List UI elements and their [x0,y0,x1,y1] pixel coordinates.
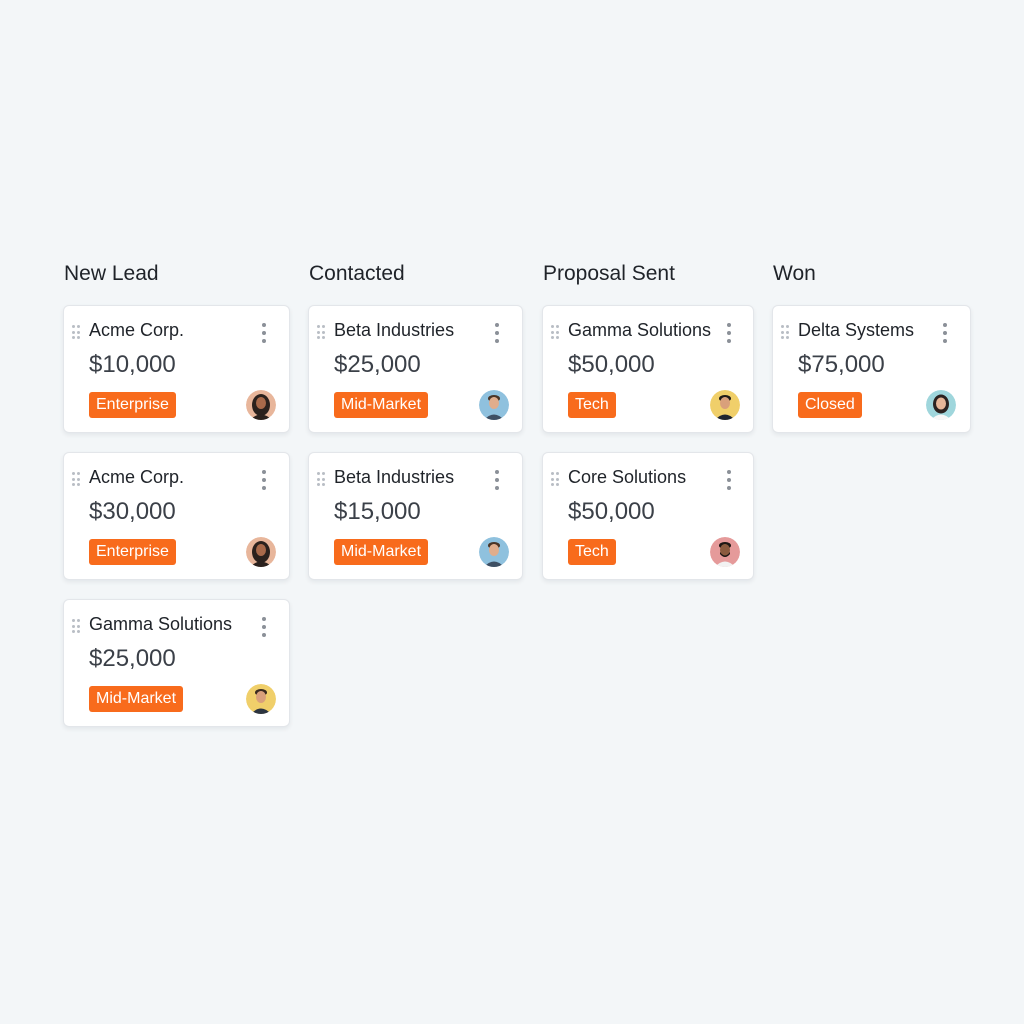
segment-tag: Mid-Market [334,539,429,565]
drag-handle-icon[interactable] [72,472,80,486]
deal-amount: $50,000 [568,351,655,378]
column-title: Won [773,262,816,285]
company-name: Beta Industries [334,320,455,340]
deal-card[interactable]: Gamma Solutions $25,000 Mid-Market [63,599,290,727]
man-beard-avatar-icon[interactable] [710,537,740,567]
segment-tag: Closed [798,392,862,418]
card-list: Acme Corp. $10,000 Enterprise Acme Corp.… [63,305,290,727]
column-new-lead: New Lead Acme Corp. $10,000 Enterprise A… [63,258,290,727]
deal-amount: $50,000 [568,498,655,525]
company-name: Core Solutions [568,467,687,487]
more-options-icon[interactable] [726,323,732,343]
woman-dark-hair-avatar-icon[interactable] [246,537,276,567]
company-name: Gamma Solutions [568,320,712,340]
deal-amount: $25,000 [89,645,176,672]
man-avatar-icon[interactable] [246,684,276,714]
company-name: Beta Industries [334,467,455,487]
card-list: Beta Industries $25,000 Mid-Market Beta … [308,305,523,580]
company-name: Gamma Solutions [89,614,233,634]
deal-card[interactable]: Delta Systems $75,000 Closed [772,305,971,433]
drag-handle-icon[interactable] [72,325,80,339]
man-avatar-icon[interactable] [710,390,740,420]
deal-card[interactable]: Beta Industries $15,000 Mid-Market [308,452,523,580]
more-options-icon[interactable] [726,470,732,490]
deal-card[interactable]: Core Solutions $50,000 Tech [542,452,754,580]
column-title: Contacted [309,262,405,285]
more-options-icon[interactable] [261,470,267,490]
deal-card[interactable]: Acme Corp. $30,000 Enterprise [63,452,290,580]
more-options-icon[interactable] [494,323,500,343]
company-name: Acme Corp. [89,320,185,340]
drag-handle-icon[interactable] [317,472,325,486]
man-avatar-icon[interactable] [479,537,509,567]
drag-handle-icon[interactable] [551,325,559,339]
deal-amount: $25,000 [334,351,421,378]
segment-tag: Tech [568,392,616,418]
card-list: Gamma Solutions $50,000 Tech Core Soluti… [542,305,754,580]
deal-card[interactable]: Beta Industries $25,000 Mid-Market [308,305,523,433]
woman-dark-hair-avatar-icon[interactable] [246,390,276,420]
card-list: Delta Systems $75,000 Closed [772,305,971,433]
deal-amount: $75,000 [798,351,885,378]
segment-tag: Mid-Market [334,392,429,418]
segment-tag: Enterprise [89,539,176,565]
drag-handle-icon[interactable] [781,325,789,339]
more-options-icon[interactable] [494,470,500,490]
company-name: Acme Corp. [89,467,185,487]
column-won: Won Delta Systems $75,000 Closed [772,258,971,433]
drag-handle-icon[interactable] [551,472,559,486]
column-title: Proposal Sent [543,262,675,285]
segment-tag: Enterprise [89,392,176,418]
man-avatar-icon[interactable] [479,390,509,420]
deal-card[interactable]: Gamma Solutions $50,000 Tech [542,305,754,433]
more-options-icon[interactable] [261,323,267,343]
deal-amount: $30,000 [89,498,176,525]
deal-card[interactable]: Acme Corp. $10,000 Enterprise [63,305,290,433]
drag-handle-icon[interactable] [72,619,80,633]
column-contacted: Contacted Beta Industries $25,000 Mid-Ma… [308,258,523,580]
segment-tag: Tech [568,539,616,565]
deal-amount: $10,000 [89,351,176,378]
column-proposal-sent: Proposal Sent Gamma Solutions $50,000 Te… [542,258,754,580]
woman-avatar-icon[interactable] [926,390,956,420]
company-name: Delta Systems [798,320,915,340]
segment-tag: Mid-Market [89,686,184,712]
more-options-icon[interactable] [942,323,948,343]
column-title: New Lead [64,262,159,285]
more-options-icon[interactable] [261,617,267,637]
drag-handle-icon[interactable] [317,325,325,339]
deal-amount: $15,000 [334,498,421,525]
